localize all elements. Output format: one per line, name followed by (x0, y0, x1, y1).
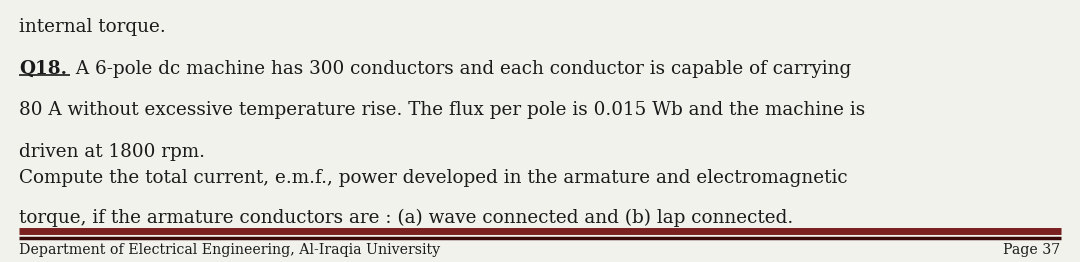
Text: Page 37: Page 37 (1003, 243, 1061, 257)
Text: driven at 1800 rpm.: driven at 1800 rpm. (19, 143, 205, 161)
Text: torque, if the armature conductors are : (a) wave connected and (b) lap connecte: torque, if the armature conductors are :… (19, 208, 794, 227)
Text: A 6-pole dc machine has 300 conductors and each conductor is capable of carrying: A 6-pole dc machine has 300 conductors a… (70, 60, 851, 78)
Text: Compute the total current, e.m.f., power developed in the armature and electroma: Compute the total current, e.m.f., power… (19, 169, 848, 187)
Text: Q18.: Q18. (19, 60, 67, 78)
Text: internal torque.: internal torque. (19, 18, 166, 36)
Text: 80 A without excessive temperature rise. The flux per pole is 0.015 Wb and the m: 80 A without excessive temperature rise.… (19, 101, 866, 119)
Text: Department of Electrical Engineering, Al-Iraqia University: Department of Electrical Engineering, Al… (19, 243, 441, 257)
